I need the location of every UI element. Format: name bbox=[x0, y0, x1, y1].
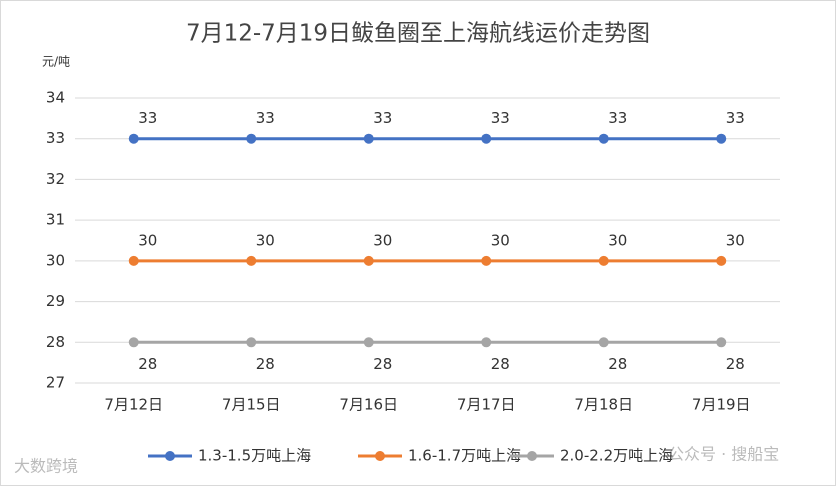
data-label: 33 bbox=[138, 109, 157, 127]
data-label: 28 bbox=[491, 355, 510, 373]
data-label: 33 bbox=[726, 109, 745, 127]
data-label: 33 bbox=[491, 109, 510, 127]
data-label: 30 bbox=[608, 231, 627, 249]
legend-marker bbox=[165, 451, 175, 461]
legend-label: 2.0-2.2万吨上海 bbox=[560, 447, 673, 465]
data-point bbox=[481, 255, 492, 266]
data-point bbox=[716, 255, 727, 266]
x-tick-label: 7月18日 bbox=[574, 396, 633, 414]
data-label: 33 bbox=[373, 109, 392, 127]
data-point bbox=[128, 255, 139, 266]
watermark: 大数跨境 bbox=[14, 457, 78, 476]
watermark: 公众号 · 搜船宝 bbox=[668, 445, 779, 464]
data-point bbox=[598, 133, 609, 144]
x-tick-label: 7月12日 bbox=[104, 396, 163, 414]
legend-label: 1.6-1.7万吨上海 bbox=[408, 447, 521, 465]
data-label: 28 bbox=[726, 355, 745, 373]
data-label: 33 bbox=[608, 109, 627, 127]
x-tick-label: 7月15日 bbox=[222, 396, 281, 414]
data-point bbox=[246, 337, 257, 348]
x-tick-label: 7月19日 bbox=[692, 396, 751, 414]
chart-title: 7月12-7月19日鲅鱼圈至上海航线运价走势图 bbox=[186, 21, 650, 47]
y-tick-label: 30 bbox=[46, 251, 65, 269]
y-tick-label: 34 bbox=[46, 89, 65, 107]
data-point bbox=[128, 337, 139, 348]
data-point bbox=[363, 133, 374, 144]
data-label: 30 bbox=[373, 231, 392, 249]
y-tick-label: 28 bbox=[46, 333, 65, 351]
y-tick-label: 33 bbox=[46, 129, 65, 147]
data-label: 30 bbox=[491, 231, 510, 249]
y-tick-label: 31 bbox=[46, 211, 65, 229]
data-label: 28 bbox=[256, 355, 275, 373]
data-label: 28 bbox=[138, 355, 157, 373]
data-point bbox=[598, 255, 609, 266]
data-point bbox=[363, 255, 374, 266]
data-point bbox=[246, 133, 257, 144]
legend-marker bbox=[375, 451, 385, 461]
y-axis-label: 元/吨 bbox=[42, 55, 70, 69]
data-point bbox=[363, 337, 374, 348]
legend-marker bbox=[527, 451, 537, 461]
y-tick-label: 29 bbox=[46, 292, 65, 310]
data-label: 28 bbox=[373, 355, 392, 373]
data-point bbox=[598, 337, 609, 348]
x-tick-label: 7月17日 bbox=[457, 396, 516, 414]
x-tick-label: 7月16日 bbox=[339, 396, 398, 414]
legend-label: 1.3-1.5万吨上海 bbox=[198, 447, 311, 465]
data-point bbox=[128, 133, 139, 144]
data-label: 28 bbox=[608, 355, 627, 373]
data-label: 30 bbox=[138, 231, 157, 249]
y-tick-label: 27 bbox=[46, 374, 65, 392]
data-point bbox=[716, 337, 727, 348]
data-label: 33 bbox=[256, 109, 275, 127]
data-point bbox=[481, 133, 492, 144]
data-label: 30 bbox=[256, 231, 275, 249]
data-label: 30 bbox=[726, 231, 745, 249]
data-point bbox=[246, 255, 257, 266]
data-point bbox=[481, 337, 492, 348]
y-tick-label: 32 bbox=[46, 170, 65, 188]
data-point bbox=[716, 133, 727, 144]
